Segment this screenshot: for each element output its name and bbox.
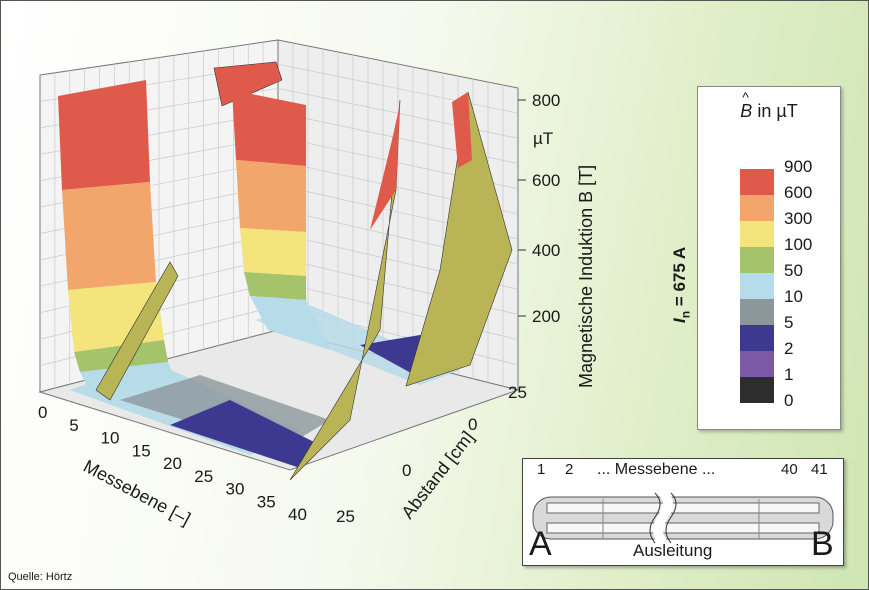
legend-level-label: 1 [784,365,794,384]
legend-level-label: 2 [784,339,794,358]
legend-swatch [740,351,774,377]
z-tick-label: 800 [532,91,560,110]
x-axis-ticks: 0 5 10 15 20 25 30 35 40 [38,403,307,524]
x-tick-label: 35 [257,492,276,511]
left-band-orange [62,182,156,290]
mid-top-spike [213,61,283,107]
right-spike [405,91,513,387]
legend-level-label: 100 [784,235,813,254]
x-tick-label: 30 [226,480,245,499]
legend-title: B in µT [698,101,840,122]
source-credit: Quelle: Hörtz [8,571,73,583]
inset-label-41: 41 [811,461,828,478]
legend-swatch [740,273,774,299]
y-axis-ticks: 25 0 0 25 [336,383,527,526]
legend-swatch [740,195,774,221]
inset-label-a: A [529,525,552,563]
legend-level-label: 0 [784,391,794,410]
x-tick-label: 5 [69,416,78,435]
inset-label-2: 2 [565,461,574,478]
z-unit-tick: µT [533,129,553,148]
y-tick-label: 0 [468,415,477,434]
surface-left [58,80,179,401]
z-axis-label: Magnetische Induktion B [T] [576,165,596,388]
legend-swatch [740,299,774,325]
mid-band-lightblue [250,296,330,350]
z-tick-label: 400 [532,241,560,260]
mid-band-green [244,272,306,300]
grid-line [277,63,519,114]
inset-label-1: 1 [537,461,546,478]
legend-level-label: 900 [784,157,813,176]
z-axis-ticks: 800 600 400 200 [518,91,560,326]
surface-right [405,91,513,387]
x-tick-label: 40 [288,505,307,524]
legend-current: In = 675 A [670,213,692,323]
mid-band-orange [236,160,306,232]
legend-level-label: 5 [784,313,794,332]
x-tick-label: 20 [163,454,182,473]
mid-spike-red [370,104,400,230]
inset-label-40: 40 [781,461,798,478]
mid-band-red [232,90,306,166]
legend-current-symbol: I [670,318,689,323]
legend-swatch [740,325,774,351]
floor-band-blue [170,400,320,468]
z-tick-label: 200 [532,307,560,326]
inset-label-ausleitung: Ausleitung [633,541,713,560]
legend-title-unit: in µT [752,101,798,121]
legend-swatch [740,221,774,247]
left-spike [95,261,179,401]
surface-middle [213,61,401,481]
z-tick-label: 600 [532,171,560,190]
inset-drawing [532,489,834,547]
y-tick-label: 25 [336,507,355,526]
left-band-red [58,80,150,190]
inset-diagram: 1 2 ... Messebene ... 40 41 A B Ausleitu… [522,458,844,566]
legend-swatch [740,377,774,403]
inset-label-messebene: ... Messebene ... [597,461,716,478]
right-spike-red [452,92,472,168]
legend-level-label: 300 [784,209,813,228]
inset-label-b: B [811,525,834,563]
x-tick-label: 15 [132,441,151,460]
y-tick-label: 0 [402,461,411,480]
legend-swatch [740,247,774,273]
legend-level-label: 10 [784,287,803,306]
legend-level-label: 50 [784,261,803,280]
legend-title-symbol: B [740,101,752,121]
x-tick-label: 10 [101,429,120,448]
legend-current-sub: n [678,310,693,319]
legend-swatch [740,169,774,195]
y-tick-label: 25 [508,383,527,402]
legend-level-label: 600 [784,183,813,202]
x-tick-label: 25 [194,467,213,486]
legend-current-value: = 675 A [670,246,689,311]
x-tick-label: 0 [38,403,47,422]
mid-band-yellow [240,228,306,276]
